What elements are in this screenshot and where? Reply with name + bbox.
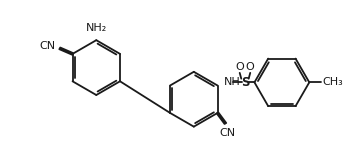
Text: O: O [235, 62, 244, 72]
Text: CN: CN [219, 128, 236, 138]
Text: CH₃: CH₃ [322, 77, 343, 87]
Text: S: S [241, 76, 249, 89]
Text: NH: NH [224, 77, 241, 87]
Text: O: O [246, 62, 255, 72]
Text: NH₂: NH₂ [86, 23, 107, 33]
Text: CN: CN [40, 41, 56, 51]
